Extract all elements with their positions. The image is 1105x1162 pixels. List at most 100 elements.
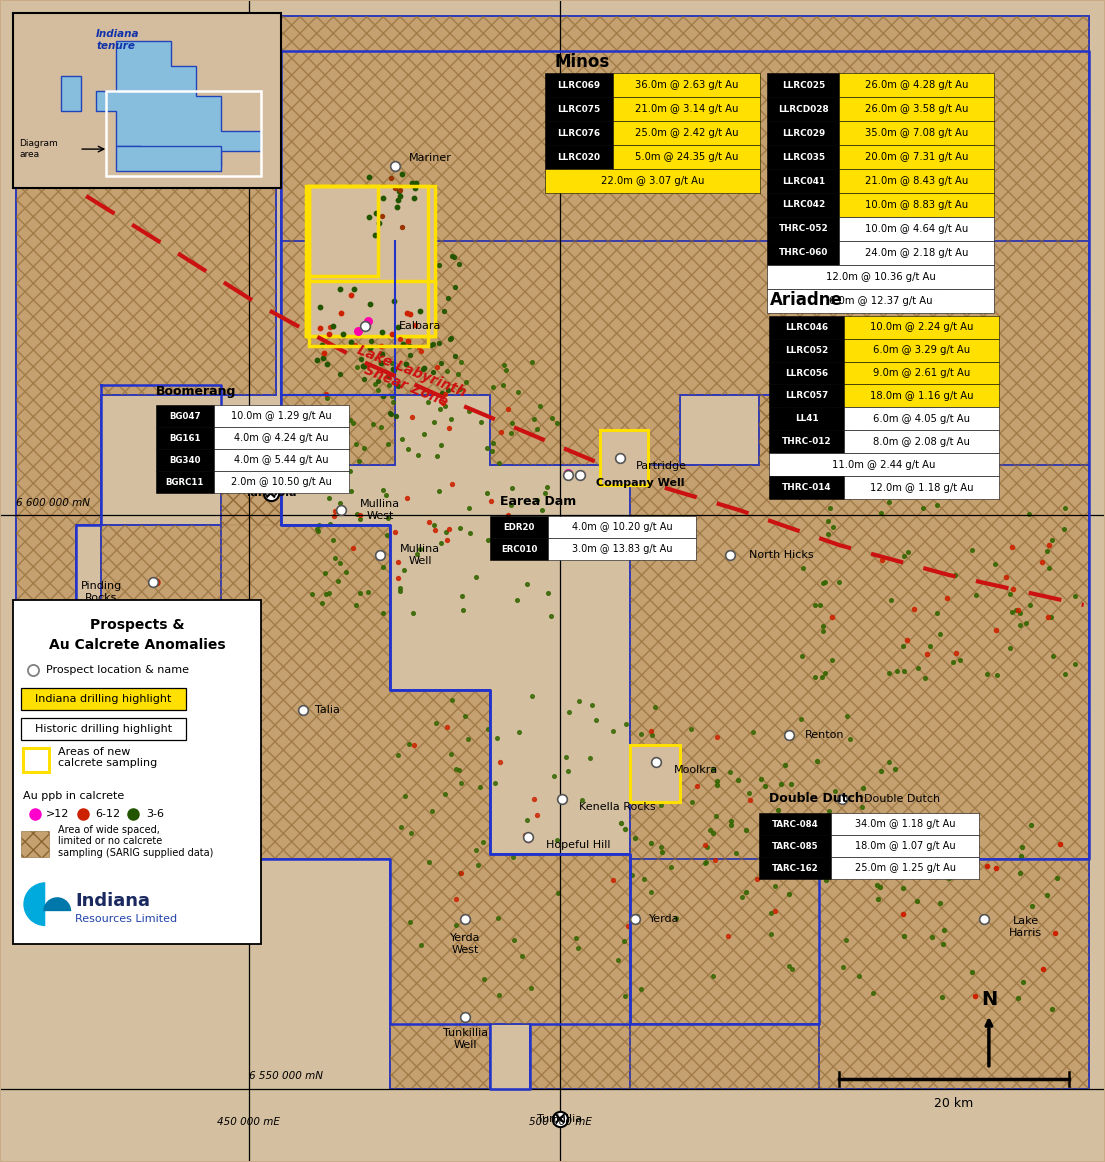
Point	[638, 752, 655, 770]
Text: Indiana
tenure: Indiana tenure	[96, 29, 139, 51]
Bar	[21, 688, 186, 710]
Point	[504, 848, 522, 867]
Point	[604, 870, 622, 889]
Text: Double Dutch: Double Dutch	[864, 795, 940, 804]
Point	[823, 608, 841, 626]
Wedge shape	[43, 897, 71, 911]
Point	[854, 779, 872, 797]
Text: LLRC057: LLRC057	[786, 392, 829, 401]
Point	[560, 703, 578, 722]
Bar	[630, 745, 680, 803]
Point	[739, 784, 757, 803]
Text: LLRC046: LLRC046	[786, 323, 829, 331]
Point	[330, 553, 348, 572]
Point	[517, 518, 535, 537]
Point	[1011, 604, 1029, 623]
Point	[440, 418, 457, 437]
Bar	[156, 450, 214, 472]
Point	[392, 818, 410, 837]
Bar	[768, 241, 840, 265]
Point	[914, 498, 932, 517]
Point	[1049, 869, 1066, 888]
Point	[516, 826, 534, 845]
Text: Au ppb in calcrete: Au ppb in calcrete	[23, 791, 125, 802]
Point	[332, 303, 349, 322]
Point	[313, 336, 330, 354]
Point	[548, 414, 566, 432]
Point	[397, 787, 414, 805]
Point	[474, 832, 492, 851]
Text: LL41: LL41	[794, 415, 819, 423]
Point	[390, 250, 408, 268]
Point	[769, 801, 787, 819]
Point	[349, 322, 367, 340]
Point	[704, 824, 722, 842]
Text: Talia: Talia	[315, 704, 340, 715]
Point	[411, 540, 429, 559]
Point	[825, 782, 843, 801]
Bar	[768, 73, 840, 98]
Point	[817, 870, 834, 889]
Text: 35.0m @ 7.08 g/t Au: 35.0m @ 7.08 g/t Au	[865, 128, 968, 138]
Point	[978, 665, 996, 683]
Point	[404, 603, 422, 622]
Bar	[768, 288, 993, 313]
Point	[1011, 863, 1029, 882]
Point	[454, 601, 472, 619]
Point	[484, 433, 502, 452]
Bar	[548, 538, 696, 560]
Point	[433, 533, 451, 552]
Point	[443, 246, 461, 265]
Point	[389, 568, 407, 587]
Point	[328, 572, 346, 590]
Bar	[491, 538, 548, 560]
Text: Prospect location & name: Prospect location & name	[46, 665, 189, 675]
Point	[869, 839, 886, 858]
Point	[430, 256, 448, 274]
Bar	[844, 338, 999, 361]
Point	[916, 669, 934, 688]
Bar	[840, 145, 993, 168]
Point	[1056, 665, 1074, 683]
Text: 10.0m @ 8.83 g/t Au: 10.0m @ 8.83 g/t Au	[865, 200, 968, 210]
Point	[919, 852, 937, 870]
Wedge shape	[23, 882, 45, 926]
Text: THRC-014: THRC-014	[782, 483, 832, 493]
Point	[632, 980, 650, 998]
Point	[504, 535, 522, 553]
Point	[534, 501, 551, 519]
Text: 22.0m @ 3.07 g/t Au: 22.0m @ 3.07 g/t Au	[601, 175, 704, 186]
Point	[967, 987, 985, 1005]
Point	[1040, 536, 1057, 554]
Point	[898, 631, 916, 650]
Point	[351, 584, 369, 603]
Point	[867, 829, 885, 847]
Text: Prospects &: Prospects &	[90, 618, 185, 632]
Point	[430, 333, 448, 352]
Point	[318, 389, 336, 408]
Point	[467, 840, 485, 859]
Text: 6.0m @ 4.05 g/t Au: 6.0m @ 4.05 g/t Au	[873, 414, 970, 424]
Point	[390, 182, 408, 201]
Polygon shape	[96, 42, 261, 166]
Point	[617, 820, 634, 839]
Polygon shape	[281, 16, 1088, 241]
Point	[745, 723, 762, 741]
Polygon shape	[76, 460, 630, 1089]
Point	[698, 838, 716, 856]
Point	[997, 567, 1014, 586]
Point	[719, 926, 737, 945]
Point	[351, 509, 369, 528]
Point	[559, 464, 577, 482]
Text: 9.0m @ 2.61 g/t Au: 9.0m @ 2.61 g/t Au	[873, 368, 970, 378]
Point	[401, 913, 419, 932]
Point	[667, 909, 685, 927]
Point	[373, 322, 391, 340]
Point	[373, 188, 391, 207]
Point	[349, 250, 367, 268]
Point	[349, 284, 367, 302]
Bar	[600, 430, 648, 486]
Text: Lake
Harris: Lake Harris	[1009, 917, 1042, 938]
Point	[438, 523, 455, 541]
Point	[895, 827, 913, 846]
